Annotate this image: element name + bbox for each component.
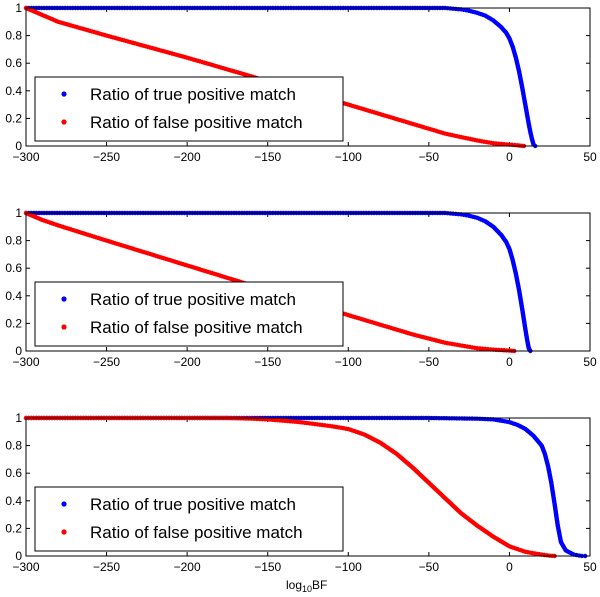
y-tick-label: 0.4 [5,494,22,508]
legend-box [34,76,344,142]
x-tick-label: −300 [12,560,39,574]
legend-marker [61,529,67,535]
legend-box [34,281,344,347]
legend-marker [61,324,67,330]
chart-panel-1: −300 −250 −200 −150 −100 −50 0 50 0 0.2 0.4 0.6 0.8 1… [5,1,597,164]
axes-frame [25,7,591,147]
y-tick-label: 0.6 [5,261,22,275]
x-tick-label: −300 [12,150,39,164]
legend-entry-label: Ratio of false positive match [90,318,303,337]
y-tick-label: 1 [15,206,22,220]
x-tick-label: −200 [174,560,201,574]
chart-panel-3: −300 −250 −200 −150 −100 −50 0 50 0 0.2 0.4 0.6 0.8 1… [5,411,597,574]
x-tick-label: −250 [93,355,120,369]
x-tick-label: −100 [335,560,362,574]
legend: Ratio of true positive match Ratio of fal… [34,281,344,347]
x-tick-label: −250 [93,150,120,164]
x-tick-label: −100 [335,355,362,369]
legend-entry-label: Ratio of false positive match [90,523,303,542]
y-tick-label: 0.8 [5,439,22,453]
x-tick-label: −150 [254,355,281,369]
legend-marker [61,501,67,507]
legend: Ratio of true positive match Ratio of fal… [34,76,344,142]
panels: −300 −250 −200 −150 −100 −50 0 50 0 0.2 0.4 0.6 0.8 1… [5,1,597,574]
x-tick-label: −50 [419,355,440,369]
legend-marker [61,91,67,97]
x-axis-label-main: log [286,578,302,592]
legend-entry-label: Ratio of true positive match [90,290,296,309]
x-tick-label: 50 [583,150,597,164]
legend-entry-label: Ratio of true positive match [90,495,296,514]
series-false-positive [23,415,557,559]
y-tick-label: 0.4 [5,289,22,303]
series-true-positive [23,210,533,354]
legend-entry-label: Ratio of false positive match [90,113,303,132]
x-tick-label: −250 [93,560,120,574]
x-tick-label: 0 [506,150,513,164]
legend-marker [61,296,67,302]
x-tick-label: −200 [174,150,201,164]
x-tick-label: −150 [254,150,281,164]
y-tick-label: 0.8 [5,234,22,248]
y-tick-label: 1 [15,411,22,425]
y-tick-label: 0.6 [5,56,22,70]
x-tick-label: −300 [12,355,39,369]
x-tick-label: −100 [335,150,362,164]
y-tick-label: 0.8 [5,29,22,43]
legend-marker [61,119,67,125]
chart-panel-2: −300 −250 −200 −150 −100 −50 0 50 0 0.2 0.4 0.6 0.8 1… [5,206,597,369]
x-axis-label-suffix: BF [312,578,327,592]
y-tick-label: 0.6 [5,466,22,480]
y-tick-label: 0.2 [5,316,22,330]
y-tick-label: 0 [15,344,22,358]
y-tick-label: 1 [15,1,22,15]
axes-frame [25,212,591,352]
x-tick-label: −200 [174,355,201,369]
y-tick-label: 0.4 [5,84,22,98]
x-tick-label: −50 [419,150,440,164]
x-axis-label-subscript: 10 [302,584,312,594]
legend-entry-label: Ratio of true positive match [90,85,296,104]
x-tick-label: 50 [583,355,597,369]
axes-frame [25,417,591,557]
y-tick-label: 0.2 [5,111,22,125]
legend-box [34,486,344,552]
y-tick-label: 0 [15,549,22,563]
y-tick-label: 0 [15,139,22,153]
x-tick-label: −50 [419,560,440,574]
x-tick-label: 0 [506,560,513,574]
x-tick-label: 50 [583,560,597,574]
x-tick-label: −150 [254,560,281,574]
y-tick-label: 0.2 [5,521,22,535]
x-tick-label: 0 [506,355,513,369]
legend: Ratio of true positive match Ratio of fal… [34,486,344,552]
x-axis-label: log10BF [286,578,327,594]
